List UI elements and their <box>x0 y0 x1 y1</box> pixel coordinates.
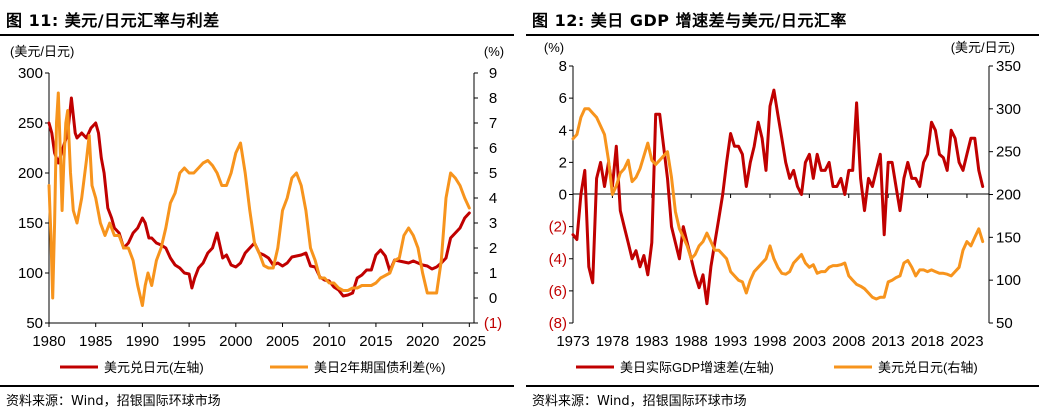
x-tick-label: 1998 <box>753 333 786 350</box>
right-y-tick-label: 5 <box>489 165 497 182</box>
right-y-tick-label: 6 <box>489 140 497 157</box>
x-tick-label: 2015 <box>359 333 392 350</box>
right-title-rule <box>526 34 1039 36</box>
left-y-tick-label: 100 <box>18 265 43 282</box>
right-y-tick-label: 1 <box>489 265 497 282</box>
x-tick-label: 2023 <box>950 333 983 350</box>
right-chart-panel: 图 12: 美日 GDP 增速差与美元/日元汇率 (%) (美元/日元) 8 6 4 2 0… <box>526 0 1039 415</box>
right-chart-plot: (%) (美元/日元) 8 6 4 2 0 (2) (4) (6) (8) 350 300 250 200 1… <box>544 40 1021 375</box>
right-y-tick-label: 7 <box>489 115 497 132</box>
left-y-tick-label: 50 <box>26 315 43 332</box>
right-chart-title: 图 12: 美日 GDP 增速差与美元/日元汇率 <box>532 11 847 30</box>
legend-label-1: 美日实际GDP增速差(左轴) <box>620 360 774 375</box>
right-y-tick-label: 4 <box>489 190 497 207</box>
x-tick-label: 2010 <box>313 333 346 350</box>
x-tick-label: 2005 <box>266 333 299 350</box>
left-y-tick-label: 6 <box>559 90 567 107</box>
x-tick-label: 1983 <box>635 333 668 350</box>
right-y-tick-label: 100 <box>996 272 1021 289</box>
left-chart-panel: 图 11: 美元/日元汇率与利差 (美元/日元) (%) 300 250 200 150 1… <box>0 0 514 415</box>
x-tick-label: 1990 <box>126 333 159 350</box>
left-y-tick-label: 150 <box>18 215 43 232</box>
left-y-tick-label: 8 <box>559 58 567 75</box>
left-y-tick-label: 300 <box>18 65 43 82</box>
right-y-tick-label: 3 <box>489 215 497 232</box>
right-y-tick-label: 200 <box>996 187 1021 204</box>
left-y-tick-label: 200 <box>18 165 43 182</box>
x-tick-label: 2025 <box>453 333 486 350</box>
x-tick-label: 2003 <box>793 333 826 350</box>
legend-label-2: 美元兑日元(右轴) <box>878 360 978 375</box>
left-y-tick-label: 2 <box>559 154 567 171</box>
legend-label-2: 美日2年期国债利差(%) <box>314 360 445 375</box>
right-axis-unit: (%) <box>484 44 504 59</box>
left-source-rule <box>0 385 514 387</box>
left-source-note: 资料来源：Wind，招银国际环球市场 <box>6 394 221 409</box>
right-y-tick-label: 250 <box>996 144 1021 161</box>
right-y-tick-label: 300 <box>996 101 1021 118</box>
x-tick-label: 2020 <box>406 333 439 350</box>
x-tick-label: 1988 <box>674 333 707 350</box>
left-axis-unit: (%) <box>544 40 564 55</box>
left-axis-unit: (美元/日元) <box>10 44 74 59</box>
right-y-tick-label: 2 <box>489 240 497 257</box>
right-source-rule <box>526 385 1039 387</box>
x-tick-label: 1995 <box>172 333 205 350</box>
left-y-tick-label: 4 <box>559 122 567 139</box>
x-tick-label: 2013 <box>871 333 904 350</box>
series-line-1 <box>571 88 985 306</box>
x-tick-label: 1980 <box>32 333 65 350</box>
right-y-tick-label: 350 <box>996 58 1021 75</box>
left-y-tick-label: (8) <box>549 315 567 332</box>
left-title-rule <box>0 34 514 36</box>
right-source-note: 资料来源：Wind，招银国际环球市场 <box>532 394 747 409</box>
right-y-tick-label: 50 <box>996 315 1013 332</box>
legend-label-1: 美元兑日元(左轴) <box>104 360 204 375</box>
left-y-tick-label: (2) <box>549 219 567 236</box>
left-chart-plot: (美元/日元) (%) 300 250 200 150 100 50 9 8 7 6 5 4 3 2 1 0 (1)… <box>10 44 504 375</box>
right-y-tick-label: 8 <box>489 90 497 107</box>
left-y-tick-label: 250 <box>18 115 43 132</box>
left-chart-title: 图 11: 美元/日元汇率与利差 <box>6 11 220 30</box>
x-tick-label: 1973 <box>556 333 589 350</box>
x-tick-label: 1993 <box>714 333 747 350</box>
right-y-tick-label: 9 <box>489 65 497 82</box>
right-y-tick-label: (1) <box>484 315 502 332</box>
left-y-tick-label: 0 <box>559 187 567 204</box>
right-axis-unit: (美元/日元) <box>951 40 1015 55</box>
series-line-2 <box>571 107 985 301</box>
series-line-2 <box>47 91 471 307</box>
right-y-tick-label: 0 <box>489 290 497 307</box>
left-y-tick-label: (6) <box>549 283 567 300</box>
x-tick-label: 1985 <box>79 333 112 350</box>
x-tick-label: 2000 <box>219 333 252 350</box>
left-y-tick-label: (4) <box>549 251 567 268</box>
right-y-tick-label: 150 <box>996 229 1021 246</box>
x-tick-label: 1978 <box>596 333 629 350</box>
series-line-1 <box>47 96 471 298</box>
x-tick-label: 2008 <box>832 333 865 350</box>
x-tick-label: 2018 <box>911 333 944 350</box>
